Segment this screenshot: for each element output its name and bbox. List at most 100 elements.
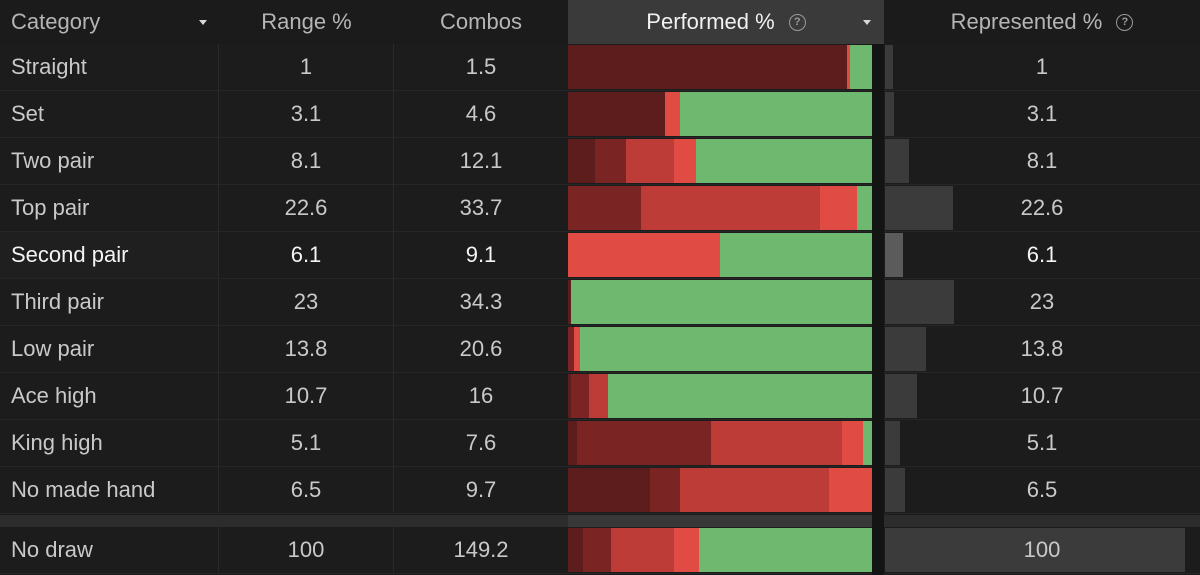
performed-segment-bright-red bbox=[841, 421, 863, 465]
table-row[interactable]: Set 3.1 4.6 3.1 bbox=[0, 91, 1200, 138]
performed-cell bbox=[568, 326, 872, 372]
represented-cell: 22.6 bbox=[884, 185, 1200, 231]
represented-value: 13.8 bbox=[1020, 336, 1064, 361]
performed-cell bbox=[568, 467, 872, 513]
column-header-performed[interactable]: Performed % ? bbox=[568, 0, 884, 44]
represented-cell: 1 bbox=[884, 44, 1200, 90]
performed-cell bbox=[568, 138, 872, 184]
column-header-category[interactable]: Category bbox=[0, 0, 219, 44]
table-row-total[interactable]: No draw 100 149.2 100 bbox=[0, 527, 1200, 574]
chevron-down-icon[interactable] bbox=[199, 20, 207, 25]
range-cell: 1 bbox=[219, 44, 394, 90]
performed-stacked-bar bbox=[568, 528, 872, 572]
represented-value: 8.1 bbox=[1026, 148, 1058, 173]
combos-cell: 34.3 bbox=[459, 289, 503, 314]
represented-bar bbox=[885, 374, 918, 418]
category-cell: Top pair bbox=[0, 185, 219, 231]
represented-cell: 13.8 bbox=[884, 326, 1200, 372]
column-header-represented[interactable]: Represented % ? bbox=[884, 0, 1200, 44]
performed-segment-dark-red bbox=[568, 468, 651, 512]
represented-bar bbox=[885, 45, 893, 89]
performed-segment-mid-red bbox=[568, 327, 575, 371]
performed-segment-mid-red bbox=[595, 139, 626, 183]
performed-stacked-bar bbox=[568, 421, 872, 465]
performed-cell bbox=[568, 232, 872, 278]
category-cell: No made hand bbox=[0, 467, 219, 513]
table-row[interactable]: Low pair 13.8 20.6 13.8 bbox=[0, 326, 1200, 373]
column-header-combos-label: Combos bbox=[440, 9, 522, 34]
range-cell: 13.8 bbox=[219, 326, 394, 372]
performed-segment-mid-red bbox=[577, 421, 711, 465]
represented-value: 23 bbox=[1029, 289, 1055, 314]
range-cell: 6.5 bbox=[219, 467, 394, 513]
column-header-combos[interactable]: Combos bbox=[394, 0, 568, 44]
help-icon[interactable]: ? bbox=[1116, 13, 1134, 31]
performed-segment-red bbox=[640, 186, 821, 230]
category-cell: Two pair bbox=[0, 138, 219, 184]
combos-cell: 1.5 bbox=[465, 54, 497, 79]
column-header-range[interactable]: Range % bbox=[219, 0, 394, 44]
performed-segment-dark-red bbox=[568, 139, 596, 183]
performed-segment-mid-red bbox=[650, 468, 681, 512]
performed-segment-green bbox=[850, 45, 872, 89]
performed-segment-green bbox=[862, 421, 872, 465]
performed-segment-mid-red bbox=[571, 374, 590, 418]
combos-cell: 20.6 bbox=[459, 336, 503, 361]
table-row[interactable]: No made hand 6.5 9.7 6.5 bbox=[0, 467, 1200, 514]
represented-value: 22.6 bbox=[1020, 195, 1064, 220]
represented-bar bbox=[885, 421, 901, 465]
performed-cell bbox=[568, 279, 872, 325]
combos-cell: 9.7 bbox=[465, 477, 497, 502]
help-icon[interactable]: ? bbox=[788, 13, 806, 31]
category-cell: Low pair bbox=[0, 326, 219, 372]
table-row[interactable]: Top pair 22.6 33.7 22.6 bbox=[0, 185, 1200, 232]
performed-segment-green bbox=[580, 327, 872, 371]
performed-stacked-bar bbox=[568, 92, 872, 136]
performed-segment-red bbox=[610, 528, 675, 572]
performed-segment-bright-red bbox=[829, 468, 872, 512]
column-header-performed-label: Performed % bbox=[646, 9, 775, 34]
represented-cell: 5.1 bbox=[884, 420, 1200, 466]
represented-value: 100 bbox=[1023, 537, 1061, 562]
column-header-range-label: Range % bbox=[261, 9, 352, 34]
range-cell: 8.1 bbox=[219, 138, 394, 184]
column-header-category-label: Category bbox=[11, 9, 101, 34]
performed-segment-red bbox=[680, 468, 830, 512]
table-row[interactable]: Ace high 10.7 16 10.7 bbox=[0, 373, 1200, 420]
represented-bar bbox=[885, 92, 895, 136]
performed-segment-bright-red bbox=[674, 139, 696, 183]
combos-cell: 16 bbox=[468, 383, 494, 408]
performed-cell bbox=[568, 373, 872, 419]
performed-cell bbox=[568, 44, 872, 90]
performed-stacked-bar bbox=[568, 139, 872, 183]
performed-segment-mid-red bbox=[583, 528, 611, 572]
performed-cell bbox=[568, 91, 872, 137]
performed-stacked-bar bbox=[568, 468, 872, 512]
performed-segment-red bbox=[625, 139, 675, 183]
table-row[interactable]: Two pair 8.1 12.1 8.1 bbox=[0, 138, 1200, 185]
category-cell: Set bbox=[0, 91, 219, 137]
table-row[interactable]: Second pair 6.1 9.1 6.1 bbox=[0, 232, 1200, 279]
represented-cell: 3.1 bbox=[884, 91, 1200, 137]
represented-bar bbox=[885, 280, 954, 324]
table-row[interactable]: Third pair 23 34.3 23 bbox=[0, 279, 1200, 326]
table-row[interactable]: King high 5.1 7.6 5.1 bbox=[0, 420, 1200, 467]
column-header-represented-label: Represented % bbox=[950, 9, 1103, 34]
performed-stacked-bar bbox=[568, 280, 872, 324]
performed-cell bbox=[568, 420, 872, 466]
performed-segment-dark-red bbox=[568, 280, 572, 324]
performed-segment-dark-red bbox=[568, 45, 848, 89]
combos-cell: 149.2 bbox=[453, 537, 509, 562]
represented-value: 1 bbox=[1035, 54, 1049, 79]
category-cell: Straight bbox=[0, 44, 219, 90]
table-row[interactable]: Straight 1 1.5 1 bbox=[0, 44, 1200, 91]
performed-segment-bright-red bbox=[568, 233, 720, 277]
performed-segment-green bbox=[695, 139, 872, 183]
performed-segment-red bbox=[589, 374, 608, 418]
performed-stacked-bar bbox=[568, 45, 872, 89]
range-cell: 5.1 bbox=[219, 420, 394, 466]
performed-segment-bright-red bbox=[820, 186, 857, 230]
category-cell: Ace high bbox=[0, 373, 219, 419]
chevron-down-icon[interactable] bbox=[863, 20, 871, 25]
performed-segment-green bbox=[607, 374, 872, 418]
